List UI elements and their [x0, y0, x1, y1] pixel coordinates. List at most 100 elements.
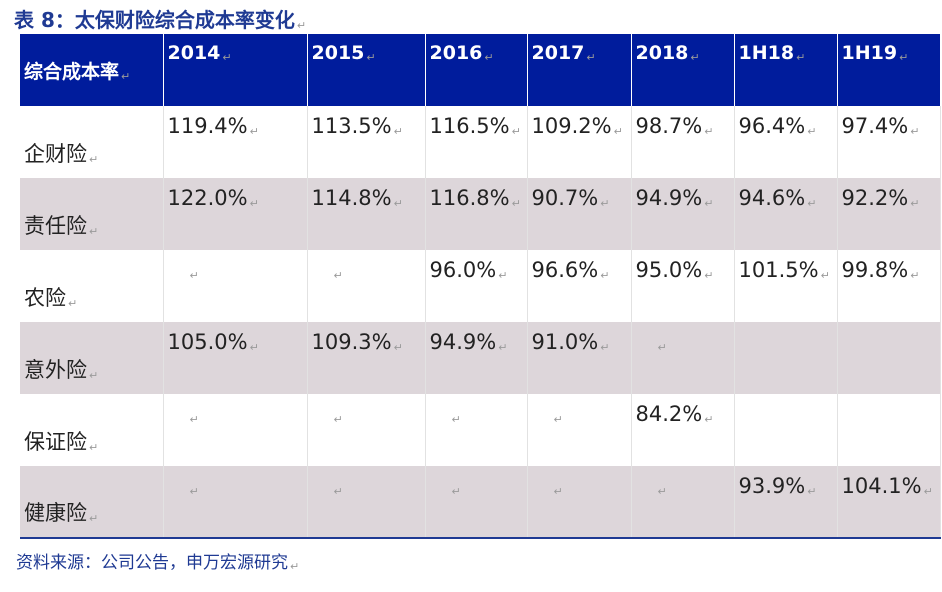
paragraph-mark-icon: ↵ — [333, 485, 343, 498]
header-cell-1h19: 1H19 ↵ — [837, 34, 941, 106]
paragraph-mark-icon: ↵ — [89, 512, 99, 525]
row-label-cell: 企财险 ↵ — [20, 106, 164, 178]
table-row: 责任险 ↵ 122.0% ↵ 114.8% ↵ 116.8% ↵ 90.7% ↵ 94.9% ↵ 94.… — [20, 178, 941, 250]
paragraph-mark-icon: ↵ — [657, 341, 667, 354]
header-cell-2016: 2016 ↵ — [425, 34, 528, 106]
paragraph-mark-icon: ↵ — [600, 341, 610, 354]
paragraph-mark-icon: ↵ — [910, 125, 920, 138]
paragraph-mark-icon: ↵ — [613, 125, 623, 138]
source-note: 资料来源：公司公告，申万宏源研究 ↵ — [16, 548, 299, 573]
paragraph-mark-icon: ↵ — [296, 19, 307, 32]
paragraph-mark-icon: ↵ — [249, 197, 259, 210]
paragraph-mark-icon: ↵ — [820, 269, 830, 282]
header-cell-2018: 2018 ↵ — [631, 34, 735, 106]
paragraph-mark-icon: ↵ — [451, 485, 461, 498]
paragraph-mark-icon: ↵ — [393, 341, 403, 354]
paragraph-mark-icon: ↵ — [484, 51, 494, 64]
paragraph-mark-icon: ↵ — [910, 197, 920, 210]
paragraph-mark-icon: ↵ — [451, 413, 461, 426]
table-header-row: 综合成本率 ↵ 2014 ↵ 2015 ↵ 2016 ↵ 2017 ↵ 2018 ↵ 1H1… — [20, 34, 941, 106]
paragraph-mark-icon: ↵ — [807, 485, 817, 498]
paragraph-mark-icon: ↵ — [704, 197, 714, 210]
table-cell: 104.1% ↵ — [837, 466, 941, 539]
table-cell: ↵ — [307, 466, 426, 539]
paragraph-mark-icon: ↵ — [249, 341, 259, 354]
paragraph-mark-icon: ↵ — [89, 441, 99, 454]
paragraph-mark-icon: ↵ — [333, 269, 343, 282]
paragraph-mark-icon: ↵ — [600, 269, 610, 282]
paragraph-mark-icon: ↵ — [807, 125, 817, 138]
table-row: 企财险 ↵ 119.4% ↵ 113.5% ↵ 116.5% ↵ 109.2% ↵ 98.7% ↵ 96… — [20, 106, 941, 178]
table-cell — [734, 322, 838, 394]
table-row: 健康险 ↵ ↵ ↵ ↵ ↵ ↵ 93.9% ↵ 104.1% ↵ — [20, 466, 941, 539]
table-cell: 119.4% ↵ — [163, 106, 308, 178]
table-row: 保证险 ↵ ↵ ↵ ↵ ↵ 84.2% ↵ — [20, 394, 941, 466]
header-cell-1h18: 1H18 ↵ — [734, 34, 838, 106]
table-cell: ↵ — [163, 250, 308, 322]
paragraph-mark-icon: ↵ — [923, 485, 933, 498]
table-cell: 96.0% ↵ — [425, 250, 528, 322]
paragraph-mark-icon: ↵ — [704, 125, 714, 138]
row-label-cell: 保证险 ↵ — [20, 394, 164, 466]
paragraph-mark-icon: ↵ — [511, 197, 521, 210]
table-cell: 101.5% ↵ — [734, 250, 838, 322]
table-cell: ↵ — [163, 394, 308, 466]
table-cell: 92.2% ↵ — [837, 178, 941, 250]
paragraph-mark-icon: ↵ — [690, 51, 700, 64]
table-title: 表 8：太保财险综合成本率变化 ↵ — [14, 6, 306, 34]
table-cell: ↵ — [527, 466, 632, 539]
paragraph-mark-icon: ↵ — [553, 485, 563, 498]
table-cell: 116.5% ↵ — [425, 106, 528, 178]
paragraph-mark-icon: ↵ — [366, 51, 376, 64]
paragraph-mark-icon: ↵ — [89, 153, 99, 166]
paragraph-mark-icon: ↵ — [553, 413, 563, 426]
paragraph-mark-icon: ↵ — [393, 197, 403, 210]
table-cell: 99.8% ↵ — [837, 250, 941, 322]
table-cell: 109.3% ↵ — [307, 322, 426, 394]
table-cell: 105.0% ↵ — [163, 322, 308, 394]
table-cell: 95.0% ↵ — [631, 250, 735, 322]
paragraph-mark-icon: ↵ — [498, 269, 508, 282]
paragraph-mark-icon: ↵ — [290, 560, 300, 573]
table-cell: ↵ — [527, 394, 632, 466]
table-cell: ↵ — [307, 394, 426, 466]
paragraph-mark-icon: ↵ — [511, 125, 521, 138]
table-cell: 114.8% ↵ — [307, 178, 426, 250]
paragraph-mark-icon: ↵ — [796, 51, 806, 64]
paragraph-mark-icon: ↵ — [704, 269, 714, 282]
table-cell: 122.0% ↵ — [163, 178, 308, 250]
header-cell-metric: 综合成本率 ↵ — [20, 34, 164, 106]
row-label-cell: 责任险 ↵ — [20, 178, 164, 250]
table-cell: 84.2% ↵ — [631, 394, 735, 466]
header-cell-2017: 2017 ↵ — [527, 34, 632, 106]
table-cell: 96.4% ↵ — [734, 106, 838, 178]
table-cell: ↵ — [163, 466, 308, 539]
paragraph-mark-icon: ↵ — [189, 269, 199, 282]
paragraph-mark-icon: ↵ — [600, 197, 610, 210]
paragraph-mark-icon: ↵ — [89, 225, 99, 238]
table-cell — [837, 322, 941, 394]
table-title-text: 表 8：太保财险综合成本率变化 — [14, 8, 295, 32]
paragraph-mark-icon: ↵ — [586, 51, 596, 64]
table-cell: 109.2% ↵ — [527, 106, 632, 178]
source-note-text: 资料来源：公司公告，申万宏源研究 — [16, 553, 288, 573]
header-cell-2015: 2015 ↵ — [307, 34, 426, 106]
combined-ratio-table: 综合成本率 ↵ 2014 ↵ 2015 ↵ 2016 ↵ 2017 ↵ 2018 ↵ 1H1… — [20, 34, 941, 539]
paragraph-mark-icon: ↵ — [121, 69, 131, 83]
paragraph-mark-icon: ↵ — [189, 413, 199, 426]
paragraph-mark-icon: ↵ — [657, 485, 667, 498]
table-cell: ↵ — [425, 394, 528, 466]
table-body: 企财险 ↵ 119.4% ↵ 113.5% ↵ 116.5% ↵ 109.2% ↵ 98.7% ↵ 96… — [20, 106, 941, 539]
paragraph-mark-icon: ↵ — [89, 369, 99, 382]
row-label-cell: 意外险 ↵ — [20, 322, 164, 394]
table-cell: ↵ — [425, 466, 528, 539]
paragraph-mark-icon: ↵ — [249, 125, 259, 138]
paragraph-mark-icon: ↵ — [189, 485, 199, 498]
table-cell — [837, 394, 941, 466]
table-cell: 94.9% ↵ — [631, 178, 735, 250]
table-cell: 97.4% ↵ — [837, 106, 941, 178]
paragraph-mark-icon: ↵ — [393, 125, 403, 138]
table-cell: 98.7% ↵ — [631, 106, 735, 178]
paragraph-mark-icon: ↵ — [68, 297, 78, 310]
paragraph-mark-icon: ↵ — [333, 413, 343, 426]
